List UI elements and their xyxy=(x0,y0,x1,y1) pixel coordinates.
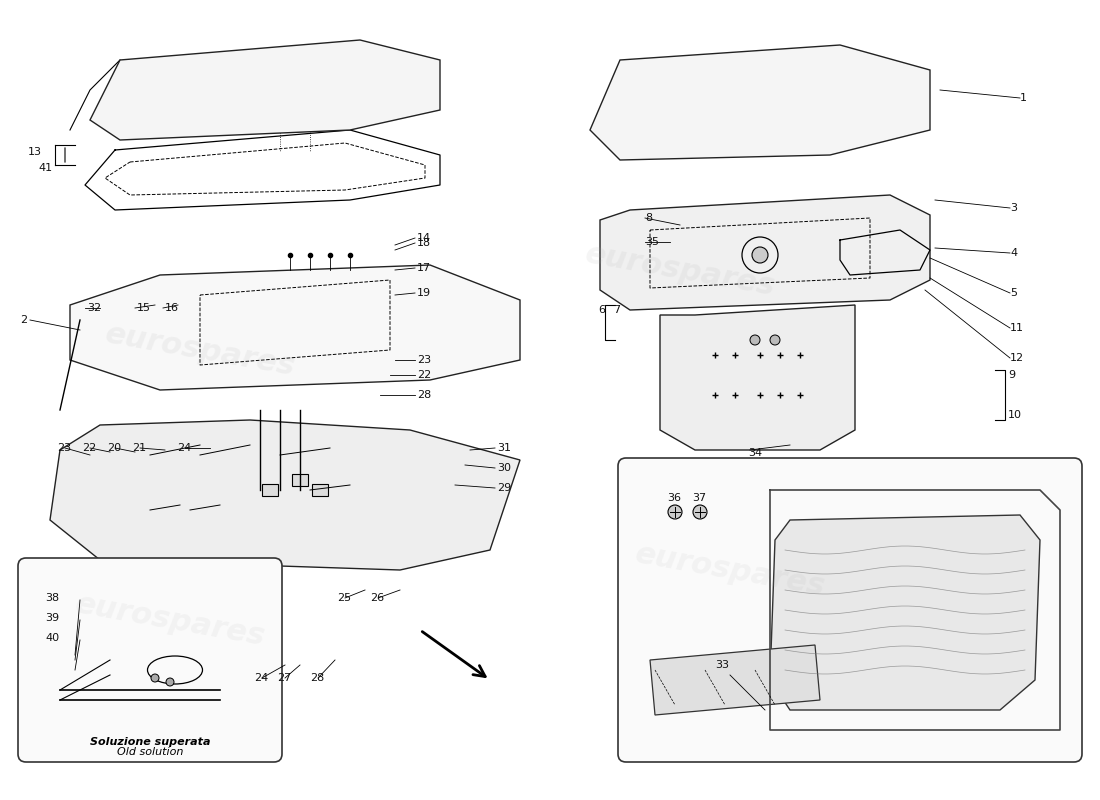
FancyBboxPatch shape xyxy=(18,558,282,762)
Circle shape xyxy=(151,674,160,682)
Text: 37: 37 xyxy=(692,493,706,503)
Circle shape xyxy=(166,678,174,686)
Polygon shape xyxy=(600,195,930,310)
Text: eurospares: eurospares xyxy=(73,589,267,651)
Polygon shape xyxy=(50,420,520,570)
Text: 5: 5 xyxy=(1010,288,1018,298)
Text: 35: 35 xyxy=(645,237,659,247)
Text: 14: 14 xyxy=(417,233,431,243)
Polygon shape xyxy=(650,645,820,715)
Text: 22: 22 xyxy=(82,443,97,453)
Text: 17: 17 xyxy=(417,263,431,273)
Text: 11: 11 xyxy=(1010,323,1024,333)
Text: 41: 41 xyxy=(39,163,52,173)
Text: Old solution: Old solution xyxy=(117,747,184,757)
Text: Soluzione superata: Soluzione superata xyxy=(90,737,210,747)
Polygon shape xyxy=(90,40,440,140)
Text: 36: 36 xyxy=(667,493,681,503)
Text: 15: 15 xyxy=(138,303,151,313)
Text: 7: 7 xyxy=(613,305,620,315)
Text: 4: 4 xyxy=(1010,248,1018,258)
Circle shape xyxy=(770,335,780,345)
Text: 29: 29 xyxy=(497,483,512,493)
Text: 3: 3 xyxy=(1010,203,1018,213)
Text: 24: 24 xyxy=(254,673,268,683)
Text: 26: 26 xyxy=(370,593,384,603)
Text: 28: 28 xyxy=(310,673,324,683)
Text: 18: 18 xyxy=(417,238,431,248)
Text: eurospares: eurospares xyxy=(632,539,827,601)
Polygon shape xyxy=(770,515,1040,710)
Text: 23: 23 xyxy=(417,355,431,365)
Text: 8: 8 xyxy=(645,213,652,223)
Text: 10: 10 xyxy=(1008,410,1022,420)
Bar xyxy=(292,474,308,486)
Circle shape xyxy=(693,505,707,519)
Text: eurospares: eurospares xyxy=(583,239,778,301)
Text: 24: 24 xyxy=(177,443,191,453)
Text: 31: 31 xyxy=(497,443,512,453)
Circle shape xyxy=(752,247,768,263)
Bar xyxy=(312,484,328,496)
Circle shape xyxy=(668,505,682,519)
Text: 30: 30 xyxy=(497,463,512,473)
Text: 39: 39 xyxy=(45,613,59,623)
Polygon shape xyxy=(590,45,930,160)
Text: eurospares: eurospares xyxy=(102,319,297,381)
Bar xyxy=(262,484,278,496)
Text: 21: 21 xyxy=(132,443,146,453)
Text: 19: 19 xyxy=(417,288,431,298)
Text: 12: 12 xyxy=(1010,353,1024,363)
Text: 38: 38 xyxy=(45,593,59,603)
Text: 20: 20 xyxy=(107,443,121,453)
Text: 1: 1 xyxy=(1020,93,1027,103)
Text: 32: 32 xyxy=(87,303,101,313)
Text: 23: 23 xyxy=(57,443,72,453)
Polygon shape xyxy=(70,265,520,390)
Text: 2: 2 xyxy=(20,315,28,325)
Polygon shape xyxy=(660,305,855,450)
Text: 33: 33 xyxy=(715,660,729,670)
Text: 27: 27 xyxy=(277,673,292,683)
Text: 40: 40 xyxy=(45,633,59,643)
FancyBboxPatch shape xyxy=(618,458,1082,762)
Text: 22: 22 xyxy=(417,370,431,380)
Text: 28: 28 xyxy=(417,390,431,400)
Circle shape xyxy=(750,335,760,345)
Text: 6: 6 xyxy=(598,305,605,315)
Text: 9: 9 xyxy=(1008,370,1015,380)
Text: 25: 25 xyxy=(337,593,351,603)
Text: 16: 16 xyxy=(165,303,179,313)
Text: 13: 13 xyxy=(28,147,42,157)
Text: 34: 34 xyxy=(748,448,762,458)
